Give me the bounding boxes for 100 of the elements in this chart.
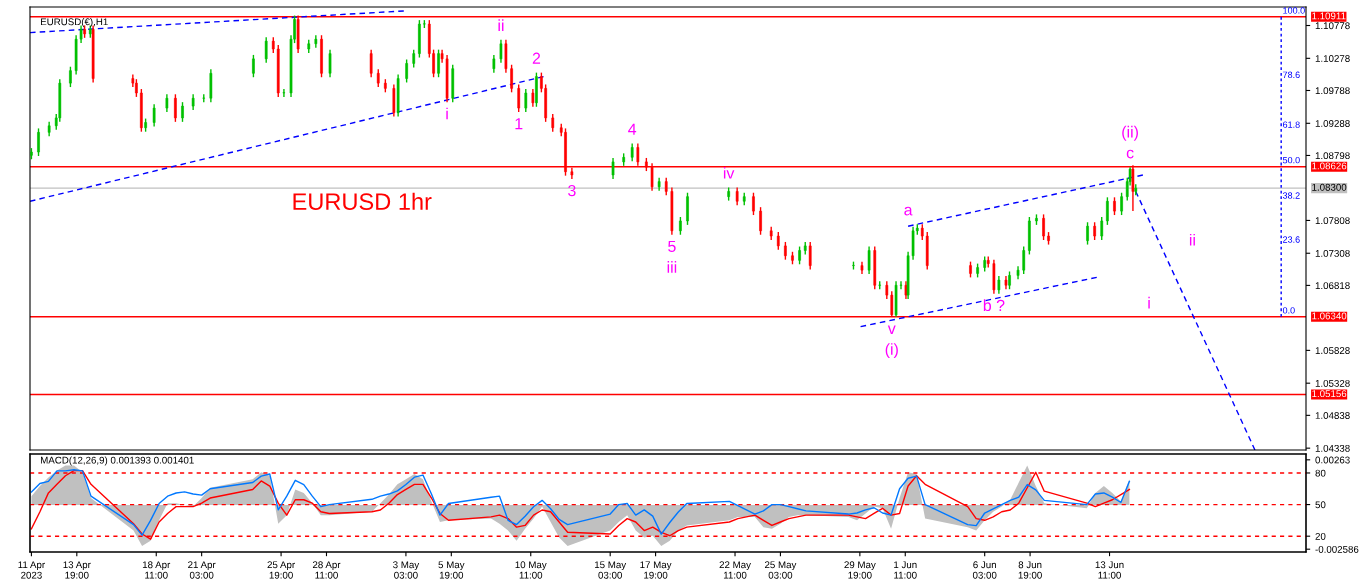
candlestick bbox=[791, 251, 794, 265]
candlestick bbox=[1035, 213, 1038, 226]
y-tick-label: 1.04338 bbox=[1315, 444, 1350, 452]
annotation: v bbox=[887, 325, 896, 334]
candlestick bbox=[784, 241, 787, 261]
candlestick bbox=[264, 36, 268, 64]
candlestick bbox=[181, 101, 184, 123]
annotation: 38.2 bbox=[1282, 192, 1300, 199]
candlestick bbox=[517, 83, 521, 113]
candlestick bbox=[1086, 221, 1089, 246]
x-tick-label: 6 Jun 03:00 bbox=[972, 561, 997, 579]
candlestick bbox=[798, 245, 801, 265]
annotation: 5 bbox=[668, 240, 676, 253]
candlestick bbox=[282, 88, 286, 98]
annotation: i bbox=[446, 107, 448, 120]
x-tick-label: 1 Jun 11:00 bbox=[894, 561, 917, 579]
candlestick bbox=[320, 34, 323, 78]
annotation: c bbox=[1126, 149, 1134, 159]
candlestick bbox=[1028, 216, 1031, 256]
y-tick-label: 1.06818 bbox=[1315, 282, 1350, 290]
candlestick bbox=[1047, 231, 1050, 246]
annotation: ii bbox=[498, 19, 504, 31]
ref-line-label: 1.08300 bbox=[1312, 183, 1347, 191]
annotation: 4 bbox=[628, 123, 637, 135]
candlestick bbox=[1042, 213, 1045, 241]
candlestick bbox=[328, 48, 332, 78]
x-tick-label: 10 May 11:00 bbox=[515, 561, 547, 579]
candlestick bbox=[140, 88, 143, 133]
annotation: i bbox=[1148, 296, 1150, 309]
candlestick bbox=[423, 19, 426, 29]
candlestick bbox=[1100, 216, 1104, 241]
y-tick-label: -0.002586 bbox=[1315, 545, 1359, 553]
annotation: iii bbox=[667, 261, 677, 273]
annotation: 2 bbox=[532, 52, 541, 64]
y2-tick-label: 50 bbox=[1315, 501, 1326, 509]
candlestick bbox=[69, 66, 72, 88]
y-tick-label: 1.10278 bbox=[1315, 55, 1350, 62]
x-tick-label: 11 Apr 2023 bbox=[18, 561, 45, 579]
candlestick bbox=[499, 39, 503, 64]
x-tick-label: 17 May 19:00 bbox=[640, 561, 672, 579]
y-tick-label: 1.09788 bbox=[1315, 87, 1350, 95]
candlestick bbox=[535, 71, 538, 108]
candlestick bbox=[969, 260, 972, 279]
candlestick bbox=[1120, 192, 1123, 216]
ref-line-label: 1.05156 bbox=[1312, 390, 1347, 398]
candlestick bbox=[314, 34, 318, 49]
candlestick bbox=[1093, 221, 1096, 241]
candlestick bbox=[510, 64, 513, 94]
candlestick bbox=[752, 192, 755, 216]
y-tick-label: 1.10778 bbox=[1315, 22, 1350, 30]
annotation: (i) bbox=[885, 343, 898, 359]
candlestick bbox=[867, 245, 871, 275]
x-tick-label: 13 Apr 19:00 bbox=[63, 561, 91, 579]
candlestick bbox=[852, 260, 855, 271]
candlestick bbox=[418, 19, 421, 59]
candlestick bbox=[437, 48, 440, 78]
chart-title: MACD(12,26,9) 0.001393 0.001401 bbox=[41, 456, 194, 466]
annotation: EURUSD 1hr bbox=[293, 192, 432, 211]
y2-tick-label: 20 bbox=[1315, 532, 1326, 540]
candlestick bbox=[144, 117, 147, 133]
x-tick-label: 21 Apr 03:00 bbox=[188, 561, 216, 579]
candlestick bbox=[30, 147, 33, 160]
x-tick-label: 25 Apr 19:00 bbox=[267, 561, 295, 579]
candlestick bbox=[1106, 196, 1109, 226]
y-tick-label: 1.09288 bbox=[1315, 120, 1350, 127]
y-tick-label: 1.08798 bbox=[1315, 152, 1350, 160]
annotation: (ii) bbox=[1122, 125, 1138, 141]
annotation: 100.0 bbox=[1283, 7, 1305, 14]
ref-line-label: 1.06340 bbox=[1312, 312, 1347, 320]
candlestick bbox=[611, 157, 615, 180]
x-tick-label: 3 May 03:00 bbox=[393, 561, 420, 579]
candlestick bbox=[727, 186, 730, 202]
annotation: 23.6 bbox=[1283, 236, 1300, 243]
candlestick bbox=[686, 192, 689, 226]
text: EURUSD(€),H1 bbox=[41, 18, 108, 28]
candlestick bbox=[759, 206, 762, 236]
annotation: 78.6 bbox=[1283, 71, 1300, 78]
y-tick-label: 1.05828 bbox=[1315, 347, 1350, 354]
ref-line-label: 1.08626 bbox=[1312, 162, 1347, 170]
candlestick bbox=[152, 103, 156, 128]
y-tick-label: 1.07308 bbox=[1315, 249, 1350, 257]
x-tick-label: 25 May 03:00 bbox=[764, 561, 797, 579]
annotation: a bbox=[904, 206, 913, 216]
candlestick bbox=[808, 241, 812, 271]
annotation: b ? bbox=[983, 299, 1005, 312]
x-tick-label: 5 May 19:00 bbox=[438, 561, 465, 579]
candlestick bbox=[135, 78, 138, 98]
candlestick bbox=[1022, 245, 1026, 275]
candlestick bbox=[174, 93, 177, 123]
annotation: 0.0 bbox=[1282, 307, 1295, 314]
candlestick bbox=[1113, 196, 1116, 216]
annotation: 50.0 bbox=[1282, 156, 1300, 164]
candlestick bbox=[976, 262, 979, 279]
x-tick-label: 29 May 19:00 bbox=[844, 561, 876, 579]
candlestick bbox=[1008, 270, 1011, 290]
x-tick-label: 8 Jun 19:00 bbox=[1018, 561, 1042, 579]
x-tick-label: 13 Jun 11:00 bbox=[1095, 561, 1124, 579]
ref-line-label: 1.10911 bbox=[1312, 12, 1346, 20]
annotation: 61.8 bbox=[1283, 121, 1300, 128]
annotation: iv bbox=[723, 167, 735, 179]
